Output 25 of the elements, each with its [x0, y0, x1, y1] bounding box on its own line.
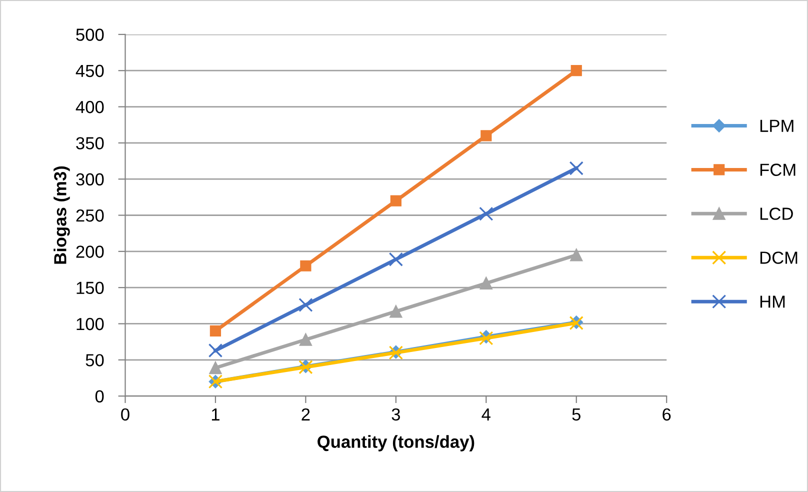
- y-tick-label: 300: [76, 173, 104, 186]
- legend-label: LPM: [760, 120, 794, 132]
- x-tick-label: 1: [212, 408, 220, 420]
- y-tick-label: 350: [76, 137, 104, 150]
- x-tick-label: 4: [482, 408, 490, 420]
- x-tick-label: 2: [302, 408, 310, 420]
- legend-label: HM: [760, 296, 785, 308]
- y-tick-label: 150: [76, 282, 104, 294]
- x-tick-label: 0: [121, 408, 130, 421]
- y-tick-label: 100: [76, 318, 104, 330]
- y-tick-label: 0: [95, 390, 104, 403]
- legend-label: DCM: [760, 252, 798, 264]
- legend-label: FCM: [760, 164, 796, 176]
- y-tick-label: 400: [76, 100, 104, 114]
- legend-label: LCD: [760, 208, 793, 220]
- x-axis-title: Quantity (tons/day): [318, 435, 474, 452]
- x-tick-label: 3: [392, 408, 400, 421]
- y-tick-label: 200: [76, 246, 104, 258]
- y-tick-label: 50: [86, 354, 104, 366]
- y-tick-label: 500: [76, 28, 104, 41]
- y-axis-title: Biogas (m3): [54, 166, 70, 264]
- x-tick-label: 6: [662, 408, 671, 421]
- y-tick-label: 250: [76, 209, 104, 222]
- y-tick-label: 450: [76, 64, 104, 78]
- x-tick-label: 5: [572, 408, 580, 421]
